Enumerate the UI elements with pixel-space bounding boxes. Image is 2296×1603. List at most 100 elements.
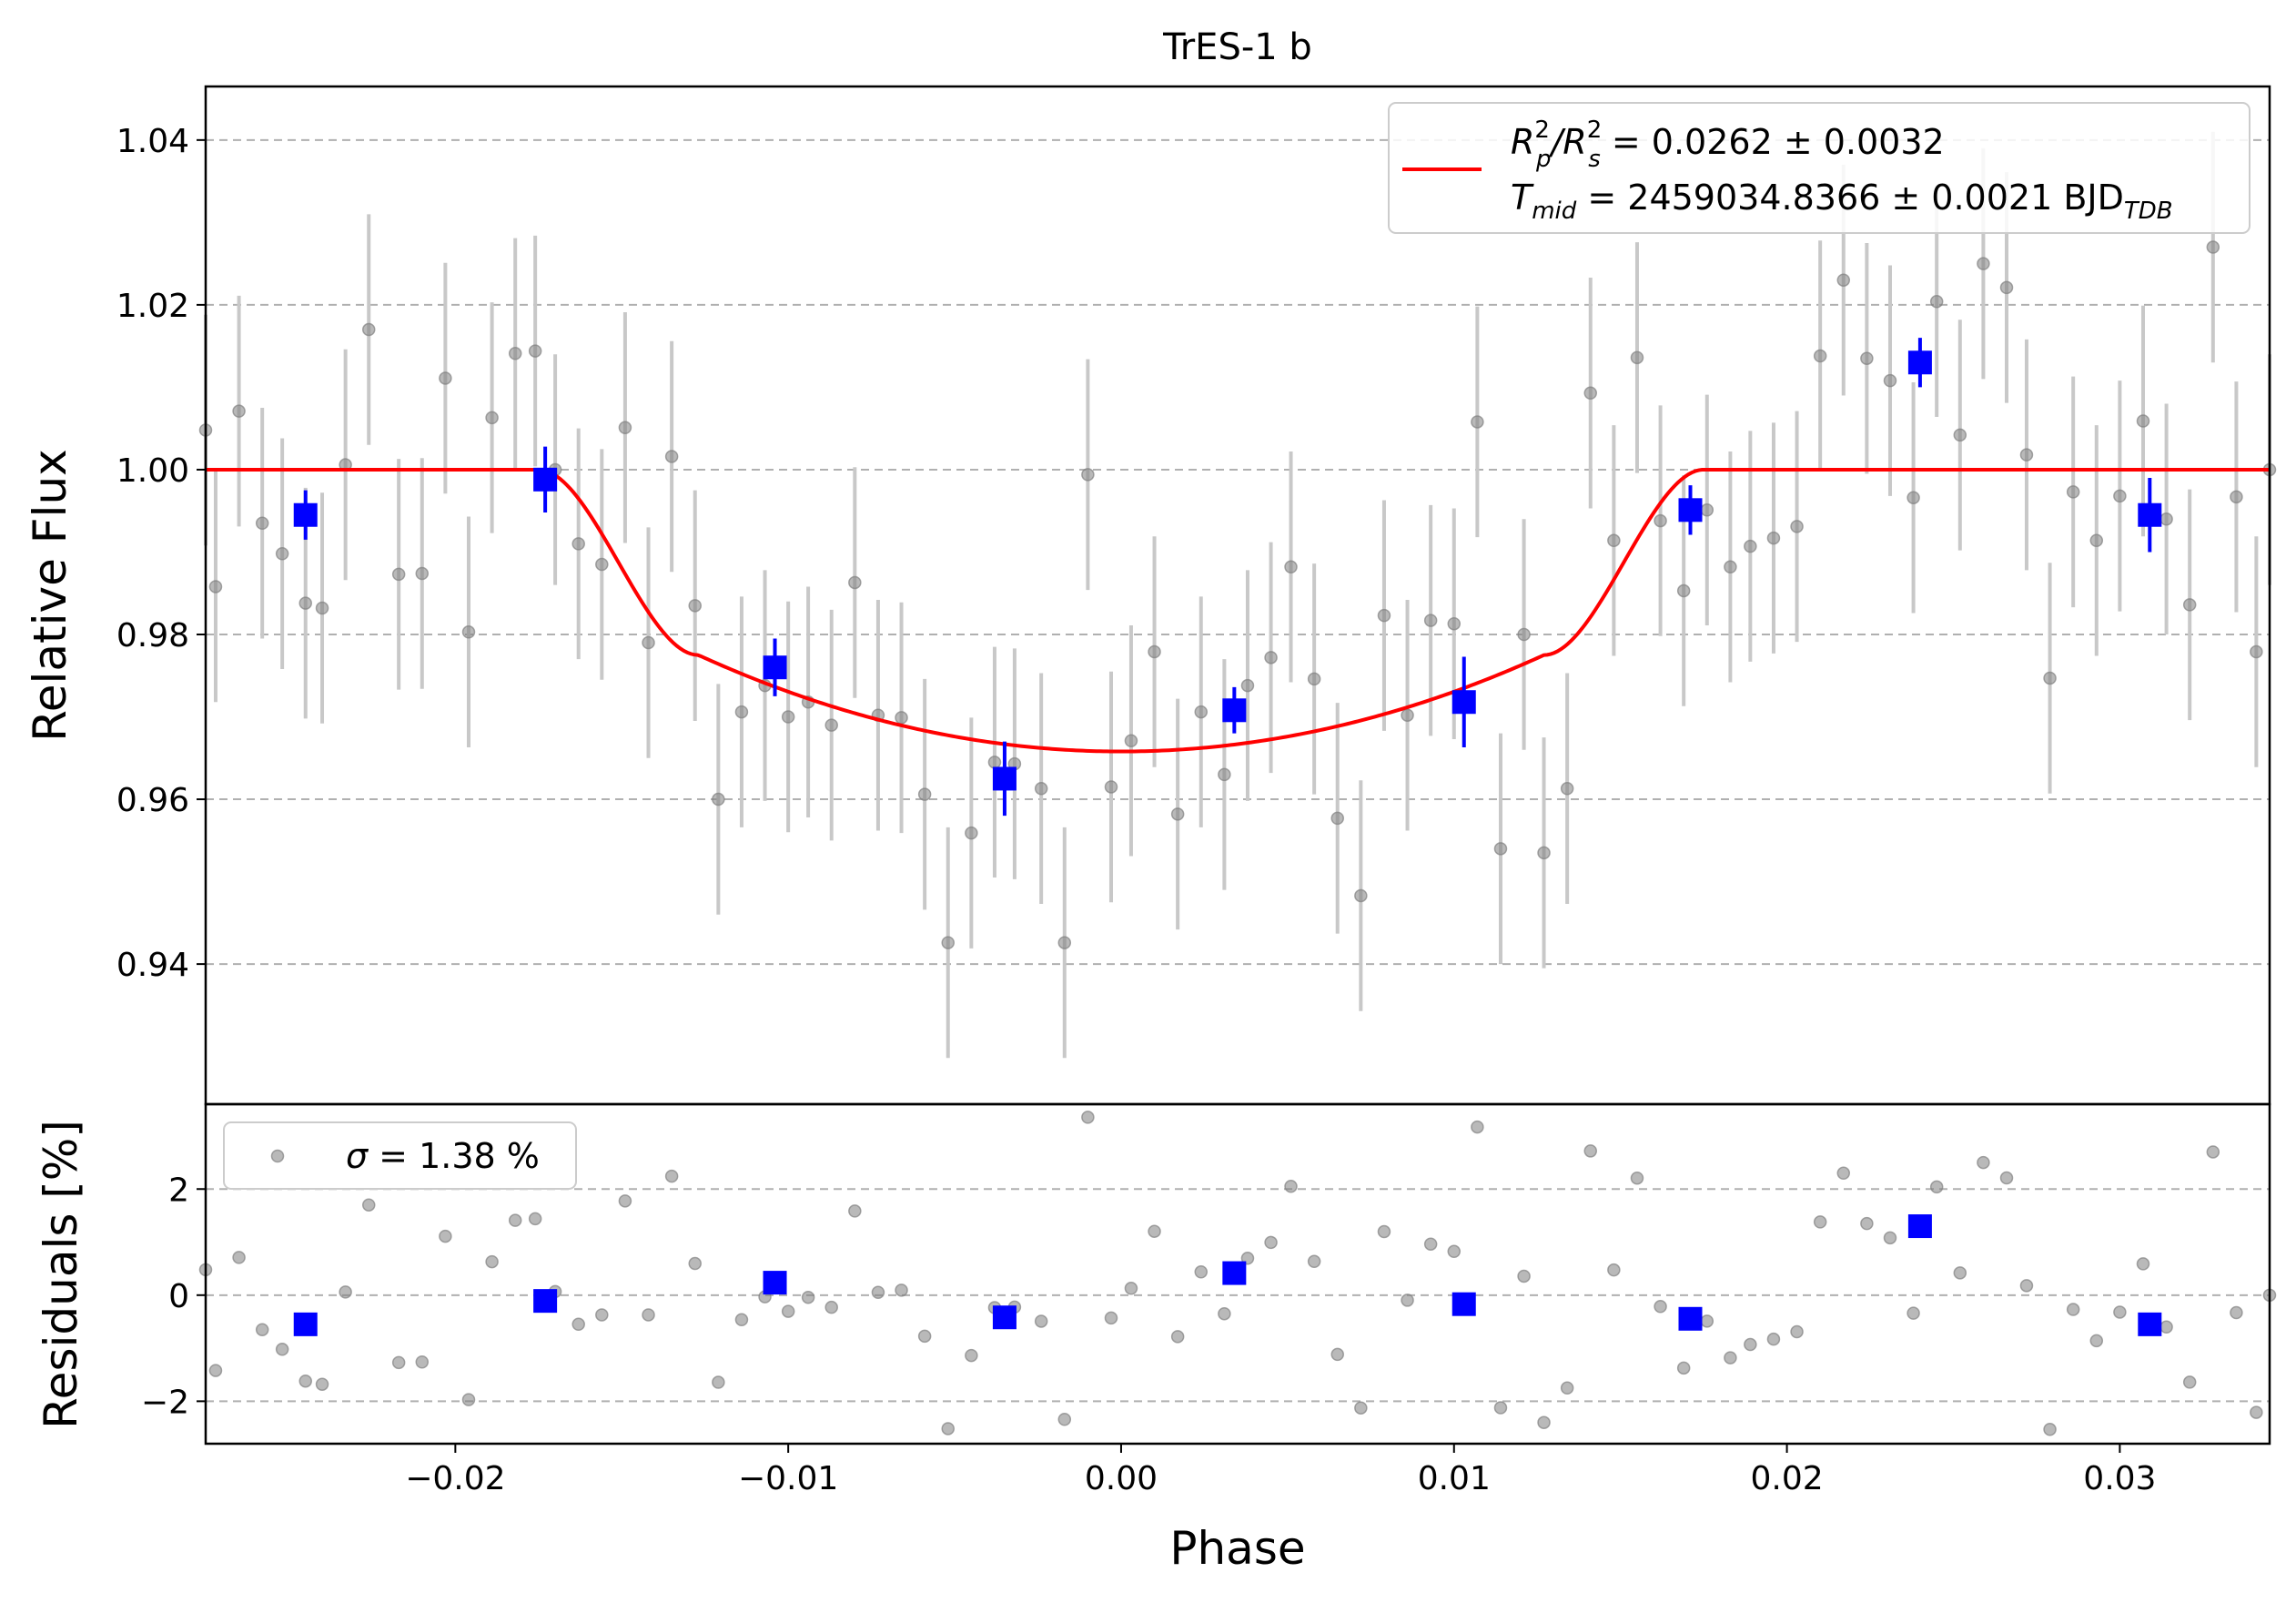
raw-data-point bbox=[1218, 767, 1231, 782]
residual-data-point bbox=[781, 1304, 795, 1318]
binned-data-point bbox=[2138, 502, 2162, 527]
raw-data-point bbox=[315, 601, 329, 615]
residual-data-point bbox=[712, 1375, 725, 1389]
raw-data-point bbox=[1654, 513, 1667, 528]
residual-y-ticks: −2 0 2 bbox=[141, 1172, 206, 1421]
residual-data-point bbox=[1883, 1231, 1897, 1245]
raw-data-point bbox=[1264, 651, 1278, 665]
residual-data-point bbox=[1401, 1294, 1414, 1307]
raw-data-point bbox=[781, 710, 795, 724]
residual-data-point bbox=[1676, 1361, 1691, 1375]
residual-data-point bbox=[1630, 1171, 1644, 1185]
raw-data-point bbox=[895, 711, 908, 725]
raw-data-point bbox=[391, 567, 406, 582]
binned-points-layer bbox=[293, 338, 2162, 817]
residual-data-point bbox=[208, 1364, 223, 1377]
residual-data-point bbox=[415, 1354, 430, 1369]
top-y-tick-label: 0.96 bbox=[116, 782, 189, 819]
binned-data-point bbox=[992, 766, 1017, 791]
binned-data-point bbox=[293, 502, 318, 527]
residual-data-point bbox=[1124, 1282, 1138, 1295]
legend-tdb-sub: TDB bbox=[2124, 198, 2173, 225]
legend-tmid-line: Tmid = 2459034.8366 ± 0.0021 BJDTDB bbox=[1511, 178, 2173, 225]
residual-data-point bbox=[1813, 1215, 1827, 1229]
residual-data-point bbox=[941, 1422, 955, 1436]
residual-data-point bbox=[2206, 1145, 2220, 1159]
x-tick-label: 0.02 bbox=[1751, 1460, 1824, 1497]
residual-data-point bbox=[1447, 1244, 1462, 1259]
residual-data-point bbox=[2230, 1305, 2243, 1320]
raw-data-point bbox=[941, 936, 955, 949]
raw-data-point bbox=[1170, 807, 1185, 821]
residual-data-point bbox=[339, 1285, 352, 1299]
raw-data-point bbox=[2206, 240, 2220, 254]
residuals-panel: −2 0 2 −0.02 −0.01 0.00 0.01 0.02 0.03 Residual… bbox=[35, 1102, 2277, 1575]
residual-data-point bbox=[801, 1290, 815, 1304]
residual-binned-point bbox=[2138, 1312, 2162, 1336]
residual-binned-point bbox=[293, 1312, 318, 1336]
raw-data-point bbox=[571, 537, 585, 551]
residual-data-point bbox=[1081, 1111, 1095, 1124]
raw-data-point bbox=[1124, 734, 1138, 748]
residual-y-tick-label: 2 bbox=[168, 1172, 189, 1209]
x-tick-label: 0.03 bbox=[2083, 1460, 2156, 1497]
residual-binned-points-layer bbox=[293, 1214, 2162, 1336]
residual-legend-value: = 1.38 % bbox=[368, 1136, 540, 1176]
residual-data-point bbox=[917, 1329, 932, 1344]
raw-data-point bbox=[2250, 644, 2263, 659]
residual-data-point bbox=[1654, 1300, 1667, 1314]
residual-axes-frame bbox=[204, 1102, 2271, 1446]
residual-y-tick-label: −2 bbox=[141, 1384, 189, 1421]
model-legend: R2 p/R2 s = 0.0262 ± 0.0032 Tmid = 2459034… bbox=[1388, 102, 2250, 234]
residual-data-point bbox=[965, 1348, 978, 1363]
residual-binned-point bbox=[1222, 1261, 1247, 1285]
raw-data-point bbox=[1104, 780, 1118, 794]
raw-data-point bbox=[734, 705, 749, 719]
raw-data-point bbox=[2019, 448, 2034, 462]
raw-data-point bbox=[2230, 490, 2243, 504]
residual-data-point bbox=[2066, 1303, 2080, 1316]
raw-data-point bbox=[1929, 295, 1944, 309]
residual-data-point bbox=[2182, 1375, 2197, 1389]
residual-data-point bbox=[734, 1313, 749, 1327]
residual-data-point bbox=[1860, 1216, 1874, 1231]
residual-data-point bbox=[485, 1254, 499, 1269]
residual-data-point bbox=[595, 1308, 609, 1322]
residual-y-tick-label: 0 bbox=[168, 1278, 189, 1315]
raw-data-point bbox=[1057, 936, 1072, 949]
raw-data-point bbox=[1307, 672, 1321, 686]
legend-r-sub-p: p bbox=[1535, 146, 1552, 173]
raw-data-point bbox=[1330, 811, 1344, 826]
residual-data-point bbox=[1330, 1347, 1344, 1362]
residual-legend-label: σ = 1.38 % bbox=[346, 1136, 540, 1176]
legend-r-symbol: R bbox=[1511, 122, 1534, 162]
raw-data-point bbox=[275, 547, 289, 561]
residual-data-point bbox=[1583, 1144, 1598, 1158]
residual-data-point bbox=[1354, 1401, 1368, 1415]
residual-data-point bbox=[2113, 1305, 2127, 1319]
raw-data-point bbox=[461, 625, 476, 639]
residual-data-point bbox=[1194, 1265, 1209, 1279]
residual-data-point bbox=[528, 1212, 542, 1226]
residual-data-point bbox=[824, 1300, 838, 1314]
raw-data-point bbox=[508, 347, 522, 360]
residual-data-point bbox=[1218, 1306, 1231, 1321]
raw-data-point bbox=[1471, 415, 1484, 429]
binned-data-point bbox=[1222, 698, 1247, 723]
raw-data-point bbox=[2136, 414, 2150, 428]
raw-data-point bbox=[1813, 349, 1827, 363]
binned-data-point bbox=[1907, 350, 1932, 375]
residual-data-point bbox=[461, 1393, 476, 1406]
light-curve-panel: 0.94 0.96 0.98 1.00 1.02 1.04 Relative Flux R… bbox=[24, 85, 2277, 1106]
residual-data-point bbox=[848, 1204, 862, 1218]
top-y-ticks: 0.94 0.96 0.98 1.00 1.02 1.04 bbox=[116, 123, 206, 984]
legend-tmid-value: = 2459034.8366 ± 0.0021 BJD bbox=[1576, 178, 2124, 218]
binned-data-point bbox=[533, 467, 558, 492]
x-tick-label: 0.00 bbox=[1085, 1460, 1158, 1497]
top-y-tick-label: 0.98 bbox=[116, 617, 189, 654]
residual-data-point bbox=[1307, 1254, 1321, 1268]
residual-data-point bbox=[688, 1256, 702, 1271]
raw-data-point bbox=[1354, 888, 1368, 903]
residual-legend-sigma: σ bbox=[346, 1136, 369, 1176]
x-tick-label: −0.02 bbox=[405, 1460, 505, 1497]
